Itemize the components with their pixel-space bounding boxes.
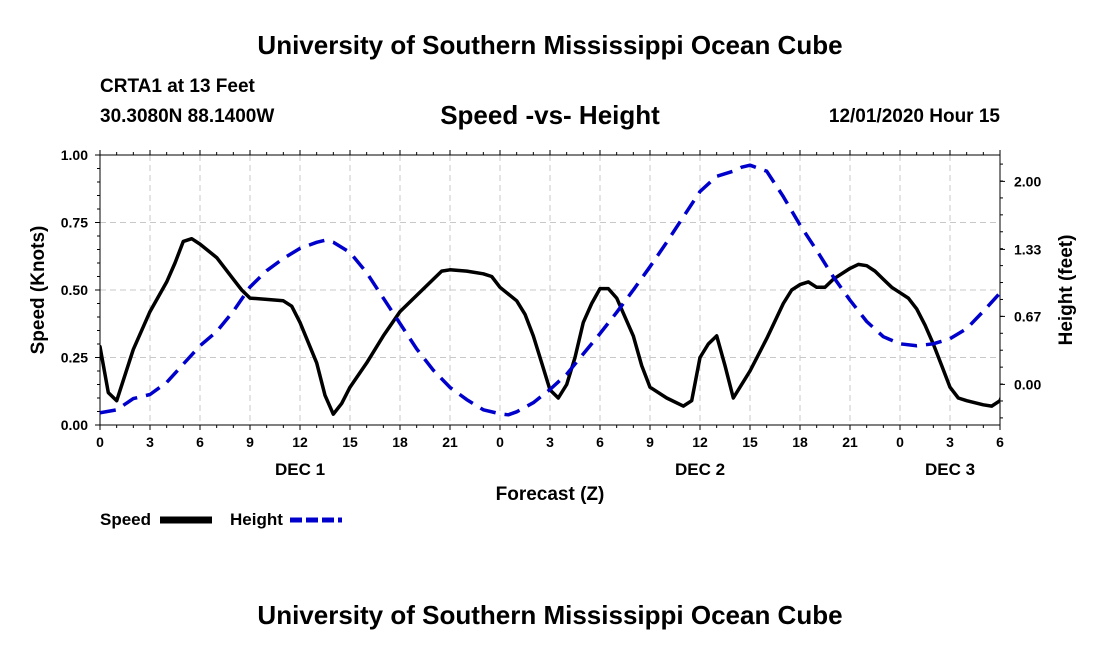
footer-title: University of Southern Mississippi Ocean…	[257, 600, 843, 630]
x-tick-label: 9	[646, 434, 654, 450]
coordinates-label: 30.3080N 88.1400W	[100, 106, 275, 127]
chart-title: Speed -vs- Height	[440, 100, 660, 130]
y-tick-label: 0.50	[61, 282, 88, 298]
y-tick-label: 0.25	[61, 350, 88, 366]
x-tick-label: 12	[292, 434, 308, 450]
x-tick-label: 15	[342, 434, 358, 450]
page-title: University of Southern Mississippi Ocean…	[257, 30, 843, 60]
datetime-label: 12/01/2020 Hour 15	[828, 106, 1000, 127]
x-tick-label: 0	[896, 434, 904, 450]
x-tick-label: 6	[596, 434, 604, 450]
day-label: DEC 3	[925, 460, 975, 479]
x-tick-label: 12	[692, 434, 708, 450]
y2-tick-label: 0.67	[1014, 308, 1041, 324]
x-tick-label: 15	[742, 434, 758, 450]
x-tick-label: 3	[946, 434, 954, 450]
y2-tick-label: 1.33	[1014, 241, 1041, 257]
legend-speed-label: Speed	[100, 510, 151, 529]
x-tick-label: 6	[196, 434, 204, 450]
y2-tick-label: 2.00	[1014, 173, 1041, 189]
station-label: CRTA1 at 13 Feet	[100, 76, 255, 97]
x-tick-label: 21	[842, 434, 858, 450]
x-tick-label: 3	[146, 434, 154, 450]
x-tick-label: 6	[996, 434, 1004, 450]
legend-height-label: Height	[230, 510, 283, 529]
y-tick-label: 1.00	[61, 147, 88, 163]
x-axis-label: Forecast (Z)	[496, 484, 605, 505]
y2-axis-label: Height (feet)	[1056, 235, 1077, 346]
x-tick-label: 3	[546, 434, 554, 450]
y-axis-label: Speed (Knots)	[28, 226, 49, 355]
x-tick-label: 18	[792, 434, 808, 450]
height-series-line	[100, 163, 1000, 417]
y-tick-label: 0.75	[61, 215, 88, 231]
y-tick-label: 0.00	[61, 417, 88, 433]
day-label: DEC 1	[275, 460, 325, 479]
y2-tick-label: 0.00	[1014, 376, 1041, 392]
x-tick-label: 0	[96, 434, 104, 450]
day-label: DEC 2	[675, 460, 725, 479]
speed-series-line	[100, 236, 1000, 416]
x-tick-label: 9	[246, 434, 254, 450]
x-tick-label: 18	[392, 434, 408, 450]
x-tick-label: 0	[496, 434, 504, 450]
x-tick-label: 21	[442, 434, 458, 450]
